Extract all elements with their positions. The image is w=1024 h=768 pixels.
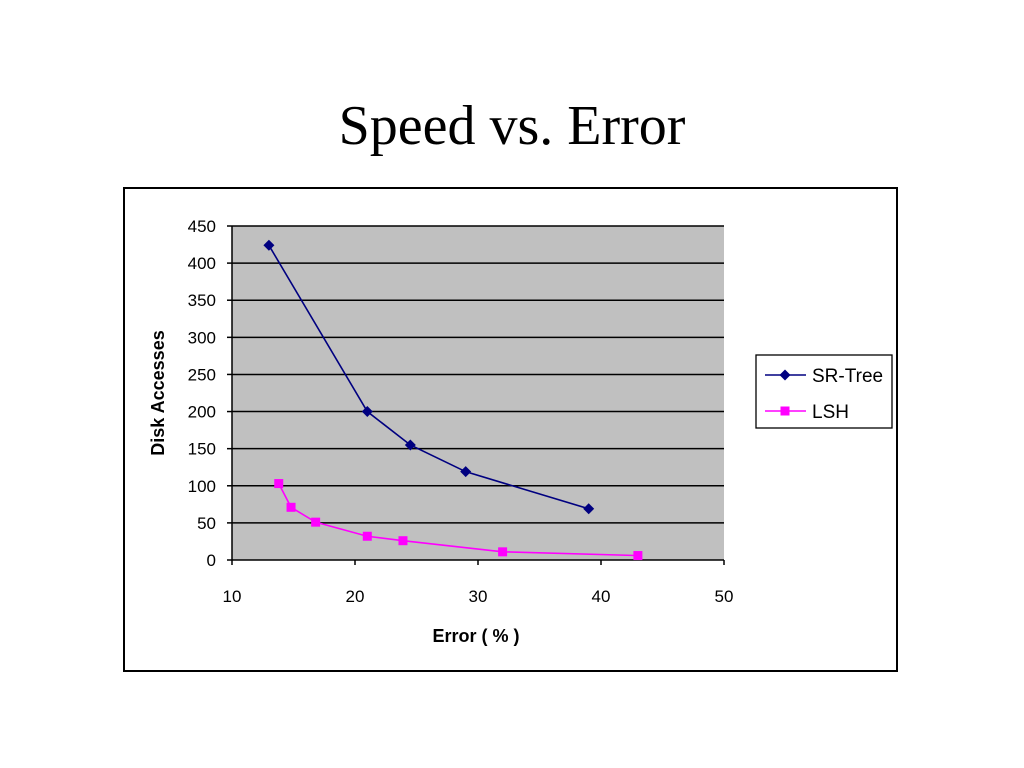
y-tick-label: 250	[188, 365, 216, 384]
series-lsh	[274, 479, 643, 561]
data-point	[286, 502, 296, 512]
y-tick-label: 150	[188, 440, 216, 459]
y-tick-label: 300	[188, 328, 216, 347]
legend-label: LSH	[812, 402, 849, 423]
data-point	[274, 479, 284, 489]
data-point	[362, 531, 372, 541]
data-point	[398, 536, 408, 546]
x-axis-title: Error ( % )	[432, 626, 519, 646]
y-tick-labels: 0 50 100 150 200 250 300 350 400 450	[188, 217, 232, 570]
y-tick-label: 450	[188, 217, 216, 236]
x-tick-label: 40	[592, 587, 611, 606]
y-tick-label: 0	[207, 551, 216, 570]
data-point	[311, 517, 321, 527]
y-axis-title: Disk Accesses	[148, 330, 168, 455]
data-point	[460, 466, 472, 478]
y-tick-label: 400	[188, 254, 216, 273]
x-tick-label: 10	[223, 587, 242, 606]
legend-marker	[779, 369, 791, 381]
x-tick-label: 20	[346, 587, 365, 606]
legend-item: LSH	[765, 402, 849, 423]
series-sr-tree	[263, 239, 595, 515]
series-layer	[263, 239, 643, 561]
data-point	[633, 551, 643, 561]
slide-title: Speed vs. Error	[338, 95, 686, 157]
data-point	[498, 547, 508, 557]
data-point	[583, 503, 595, 515]
x-tick-label: 30	[469, 587, 488, 606]
y-tick-label: 200	[188, 403, 216, 422]
legend: SR-Tree LSH	[755, 354, 893, 429]
data-point	[361, 406, 373, 418]
legend-item: SR-Tree	[765, 366, 883, 387]
legend-label: SR-Tree	[812, 366, 883, 387]
x-tick-labels: 10 20 30 40 50	[223, 560, 734, 606]
y-tick-label: 350	[188, 291, 216, 310]
legend-marker	[780, 406, 790, 416]
plot-area	[232, 226, 724, 560]
data-point	[263, 239, 275, 251]
legend-box	[755, 354, 893, 429]
y-tick-label: 100	[188, 477, 216, 496]
x-tick-label: 50	[715, 587, 734, 606]
gridlines	[232, 225, 724, 524]
data-point	[404, 439, 416, 451]
y-tick-label: 50	[197, 514, 216, 533]
